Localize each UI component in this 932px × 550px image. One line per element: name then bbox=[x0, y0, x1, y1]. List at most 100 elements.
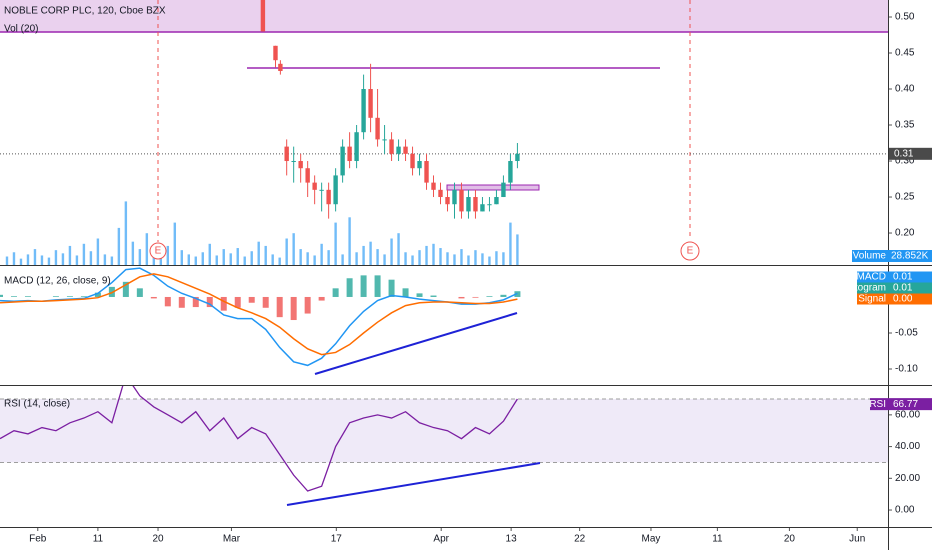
candle-body bbox=[284, 146, 289, 162]
zone-drawing bbox=[0, 0, 888, 32]
volume-bar bbox=[103, 254, 107, 265]
x-tick-label: Apr bbox=[433, 534, 449, 545]
volume-bar bbox=[516, 234, 519, 265]
volume-bar bbox=[334, 222, 337, 265]
volume-bar bbox=[474, 250, 477, 265]
volume-bar bbox=[208, 243, 211, 265]
candle-body bbox=[480, 204, 485, 212]
histogram-bar bbox=[10, 296, 17, 297]
y-tick-label: -0.10 bbox=[895, 364, 918, 375]
volume-bar bbox=[222, 249, 225, 265]
y-tick-label: 60.00 bbox=[895, 410, 920, 421]
candle-body bbox=[375, 117, 380, 140]
volume-bar bbox=[96, 238, 100, 265]
event-marker[interactable] bbox=[149, 242, 167, 260]
rsi-panel bbox=[0, 386, 888, 492]
volume-bar bbox=[453, 254, 456, 265]
event-label[interactable]: E bbox=[155, 246, 162, 257]
volume-bar bbox=[180, 250, 183, 265]
histogram-bar bbox=[94, 292, 101, 297]
volume-bar bbox=[117, 227, 121, 265]
volume-bar bbox=[278, 257, 281, 265]
histogram-bar bbox=[52, 296, 59, 297]
volume-bar bbox=[89, 251, 93, 265]
histogram-bar bbox=[24, 296, 31, 297]
volume-bar bbox=[509, 222, 512, 265]
event-label[interactable]: E bbox=[687, 246, 694, 257]
candle-body bbox=[424, 161, 429, 183]
candle-body bbox=[389, 139, 394, 154]
volume-bar bbox=[40, 255, 44, 265]
volume-bar bbox=[61, 253, 65, 265]
volume-bar bbox=[236, 248, 239, 265]
histogram-bar bbox=[66, 296, 73, 297]
rsi-title: RSI (14, close) bbox=[4, 399, 70, 410]
histogram-bar bbox=[472, 296, 479, 298]
volume-bar bbox=[397, 233, 400, 265]
volume-bar bbox=[229, 253, 232, 265]
volume-bar bbox=[82, 243, 86, 265]
volume-bar bbox=[285, 238, 288, 265]
candle-body bbox=[260, 0, 266, 32]
histogram-bar bbox=[136, 288, 143, 297]
y-tick-label: 20.00 bbox=[895, 473, 920, 484]
histogram-bar bbox=[304, 296, 311, 314]
histogram-bar bbox=[178, 296, 185, 308]
volume-bar bbox=[201, 252, 204, 265]
candle-body bbox=[515, 153, 520, 162]
histogram-bar bbox=[388, 279, 395, 297]
volume-bar bbox=[19, 258, 23, 265]
volume-bar bbox=[271, 254, 274, 265]
volume-bar bbox=[299, 249, 302, 265]
volume-bar bbox=[138, 249, 142, 265]
price-panel bbox=[0, 0, 888, 265]
histogram-bar bbox=[416, 293, 423, 297]
candle-body bbox=[278, 63, 283, 72]
volume-bar bbox=[5, 256, 9, 265]
histogram-bar bbox=[374, 275, 381, 297]
rsi-line bbox=[0, 386, 518, 492]
volume-bar bbox=[348, 217, 351, 265]
y-tick-label: 0.25 bbox=[895, 192, 915, 203]
volume-bar bbox=[26, 254, 30, 265]
histogram-bar bbox=[458, 296, 465, 299]
histogram-bar bbox=[332, 288, 339, 297]
data-layer bbox=[0, 0, 892, 511]
histogram-bar bbox=[0, 294, 3, 297]
volume-bar bbox=[159, 255, 163, 265]
histogram-bar bbox=[220, 296, 227, 311]
volume-bar bbox=[264, 245, 267, 265]
volume-bar bbox=[390, 238, 393, 265]
volume-bar bbox=[124, 201, 128, 265]
candle-body bbox=[508, 161, 513, 183]
volume-bar bbox=[404, 252, 407, 265]
candle-body bbox=[340, 146, 345, 176]
legend-badge bbox=[857, 293, 932, 305]
candle-body bbox=[438, 189, 443, 198]
macd-panel bbox=[0, 267, 521, 367]
volume-bar bbox=[341, 254, 344, 265]
volume-bar bbox=[383, 254, 386, 265]
candle-body bbox=[382, 139, 387, 141]
volume-bar bbox=[110, 256, 114, 265]
candle-body bbox=[273, 45, 278, 61]
macd-line bbox=[0, 273, 518, 356]
histogram-bar bbox=[80, 296, 87, 297]
volume-bar bbox=[362, 245, 365, 265]
volume-bar bbox=[432, 243, 435, 265]
legend-name: Histogram bbox=[840, 283, 886, 294]
volume-bar bbox=[131, 241, 135, 265]
event-marker[interactable] bbox=[680, 241, 700, 261]
volume-bar bbox=[376, 249, 379, 265]
trend-line bbox=[286, 462, 541, 506]
histogram-bar bbox=[262, 296, 269, 308]
volume-bar bbox=[68, 245, 72, 265]
volume-bar bbox=[411, 255, 414, 265]
volume-bar bbox=[166, 245, 170, 265]
candle-body bbox=[445, 197, 450, 205]
x-tick-label: 20 bbox=[784, 534, 796, 545]
y-tick-label: 40.00 bbox=[895, 441, 920, 452]
y-tick-label: 0.35 bbox=[895, 120, 915, 131]
volume-bar bbox=[327, 250, 330, 265]
